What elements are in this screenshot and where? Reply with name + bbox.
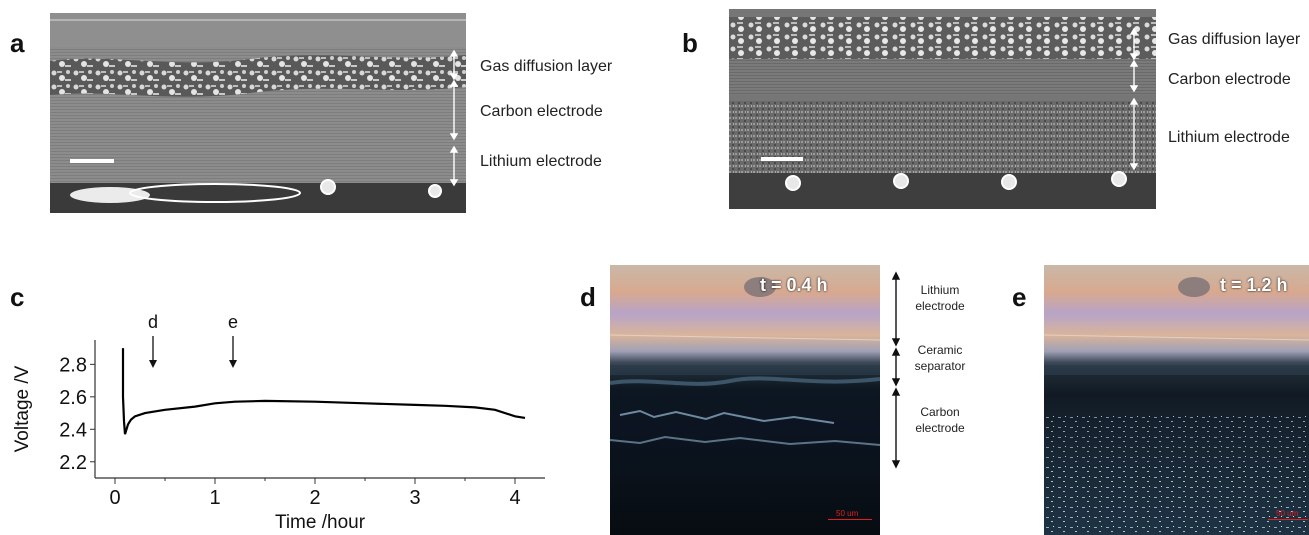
panel-e-scale-bar	[1268, 519, 1308, 520]
panel-d-label-ceramic: Ceramic separator	[914, 343, 966, 373]
panel-a-label-lithium: Lithium electrode	[480, 153, 602, 170]
y-tick-label: 2.8	[59, 354, 87, 376]
annotation-label-d: d	[148, 312, 158, 332]
panel-b-micrograph	[729, 9, 1156, 209]
panel-a-label-carbon: Carbon electrode	[480, 103, 603, 120]
x-tick-label: 3	[409, 487, 420, 509]
annotation-label-e: e	[228, 312, 238, 332]
panel-a-arrows	[449, 49, 459, 187]
panel-d-scale-label: 50 um	[836, 509, 859, 518]
panel-b-letter: b	[682, 28, 698, 58]
panel-e-texture	[1044, 277, 1309, 535]
panel-d-scale-bar	[828, 519, 872, 520]
panel-a-scale-bar	[70, 159, 114, 163]
y-tick-label: 2.6	[59, 387, 87, 409]
panel-b-scale-bar	[761, 157, 803, 161]
panel-d-texture	[610, 277, 880, 446]
y-tick-label: 2.2	[59, 452, 87, 474]
panel-b-label-gas-diffusion: Gas diffusion layer	[1168, 31, 1301, 48]
panel-d-time-label: t = 0.4 h	[760, 275, 828, 295]
y-tick-label: 2.4	[59, 419, 87, 441]
panel-e-letter: e	[1012, 282, 1027, 312]
x-axis-label: Time /hour	[275, 512, 366, 533]
panel-a-sem-image	[50, 13, 466, 213]
panel-a-letter: a	[10, 28, 25, 58]
x-tick-label: 0	[109, 487, 120, 509]
panel-d-label-carbon: Carbon electrode	[915, 405, 965, 435]
y-axis-label: Voltage /V	[12, 365, 33, 452]
x-tick-label: 2	[309, 487, 320, 509]
x-tick-label: 4	[509, 487, 520, 509]
annotation-arrowhead-d	[149, 360, 157, 368]
panel-b-label-carbon: Carbon electrode	[1168, 71, 1291, 88]
panel-d-letter: d	[580, 282, 596, 312]
panel-e-scale-label: 50 um	[1276, 509, 1299, 518]
voltage-curve	[121, 348, 526, 435]
panel-d-optical-image: t = 0.4 h 50 um	[610, 265, 880, 535]
annotation-arrowhead-e	[229, 360, 237, 368]
voltage-time-chart: 0 1 2 3 4 2.2 2.4 2.6 2.8 Time /hour Voltage /V d e	[12, 312, 545, 533]
x-tick-label: 1	[209, 487, 220, 509]
panel-b-arrows	[1129, 27, 1139, 171]
panel-b-label-lithium: Lithium electrode	[1168, 129, 1290, 146]
panel-a-label-gas-diffusion: Gas diffusion layer	[480, 58, 613, 75]
panel-b-sem-image	[729, 9, 1156, 209]
panel-e-time-label: t = 1.2 h	[1220, 275, 1288, 295]
panel-d-label-lithium: Lithium electrode	[915, 283, 965, 313]
panel-c-letter: c	[10, 282, 25, 312]
panel-a-micrograph	[50, 13, 466, 213]
panel-e-optical-image: t = 1.2 h 50 um	[1044, 265, 1309, 535]
panel-d-arrows	[891, 271, 901, 469]
